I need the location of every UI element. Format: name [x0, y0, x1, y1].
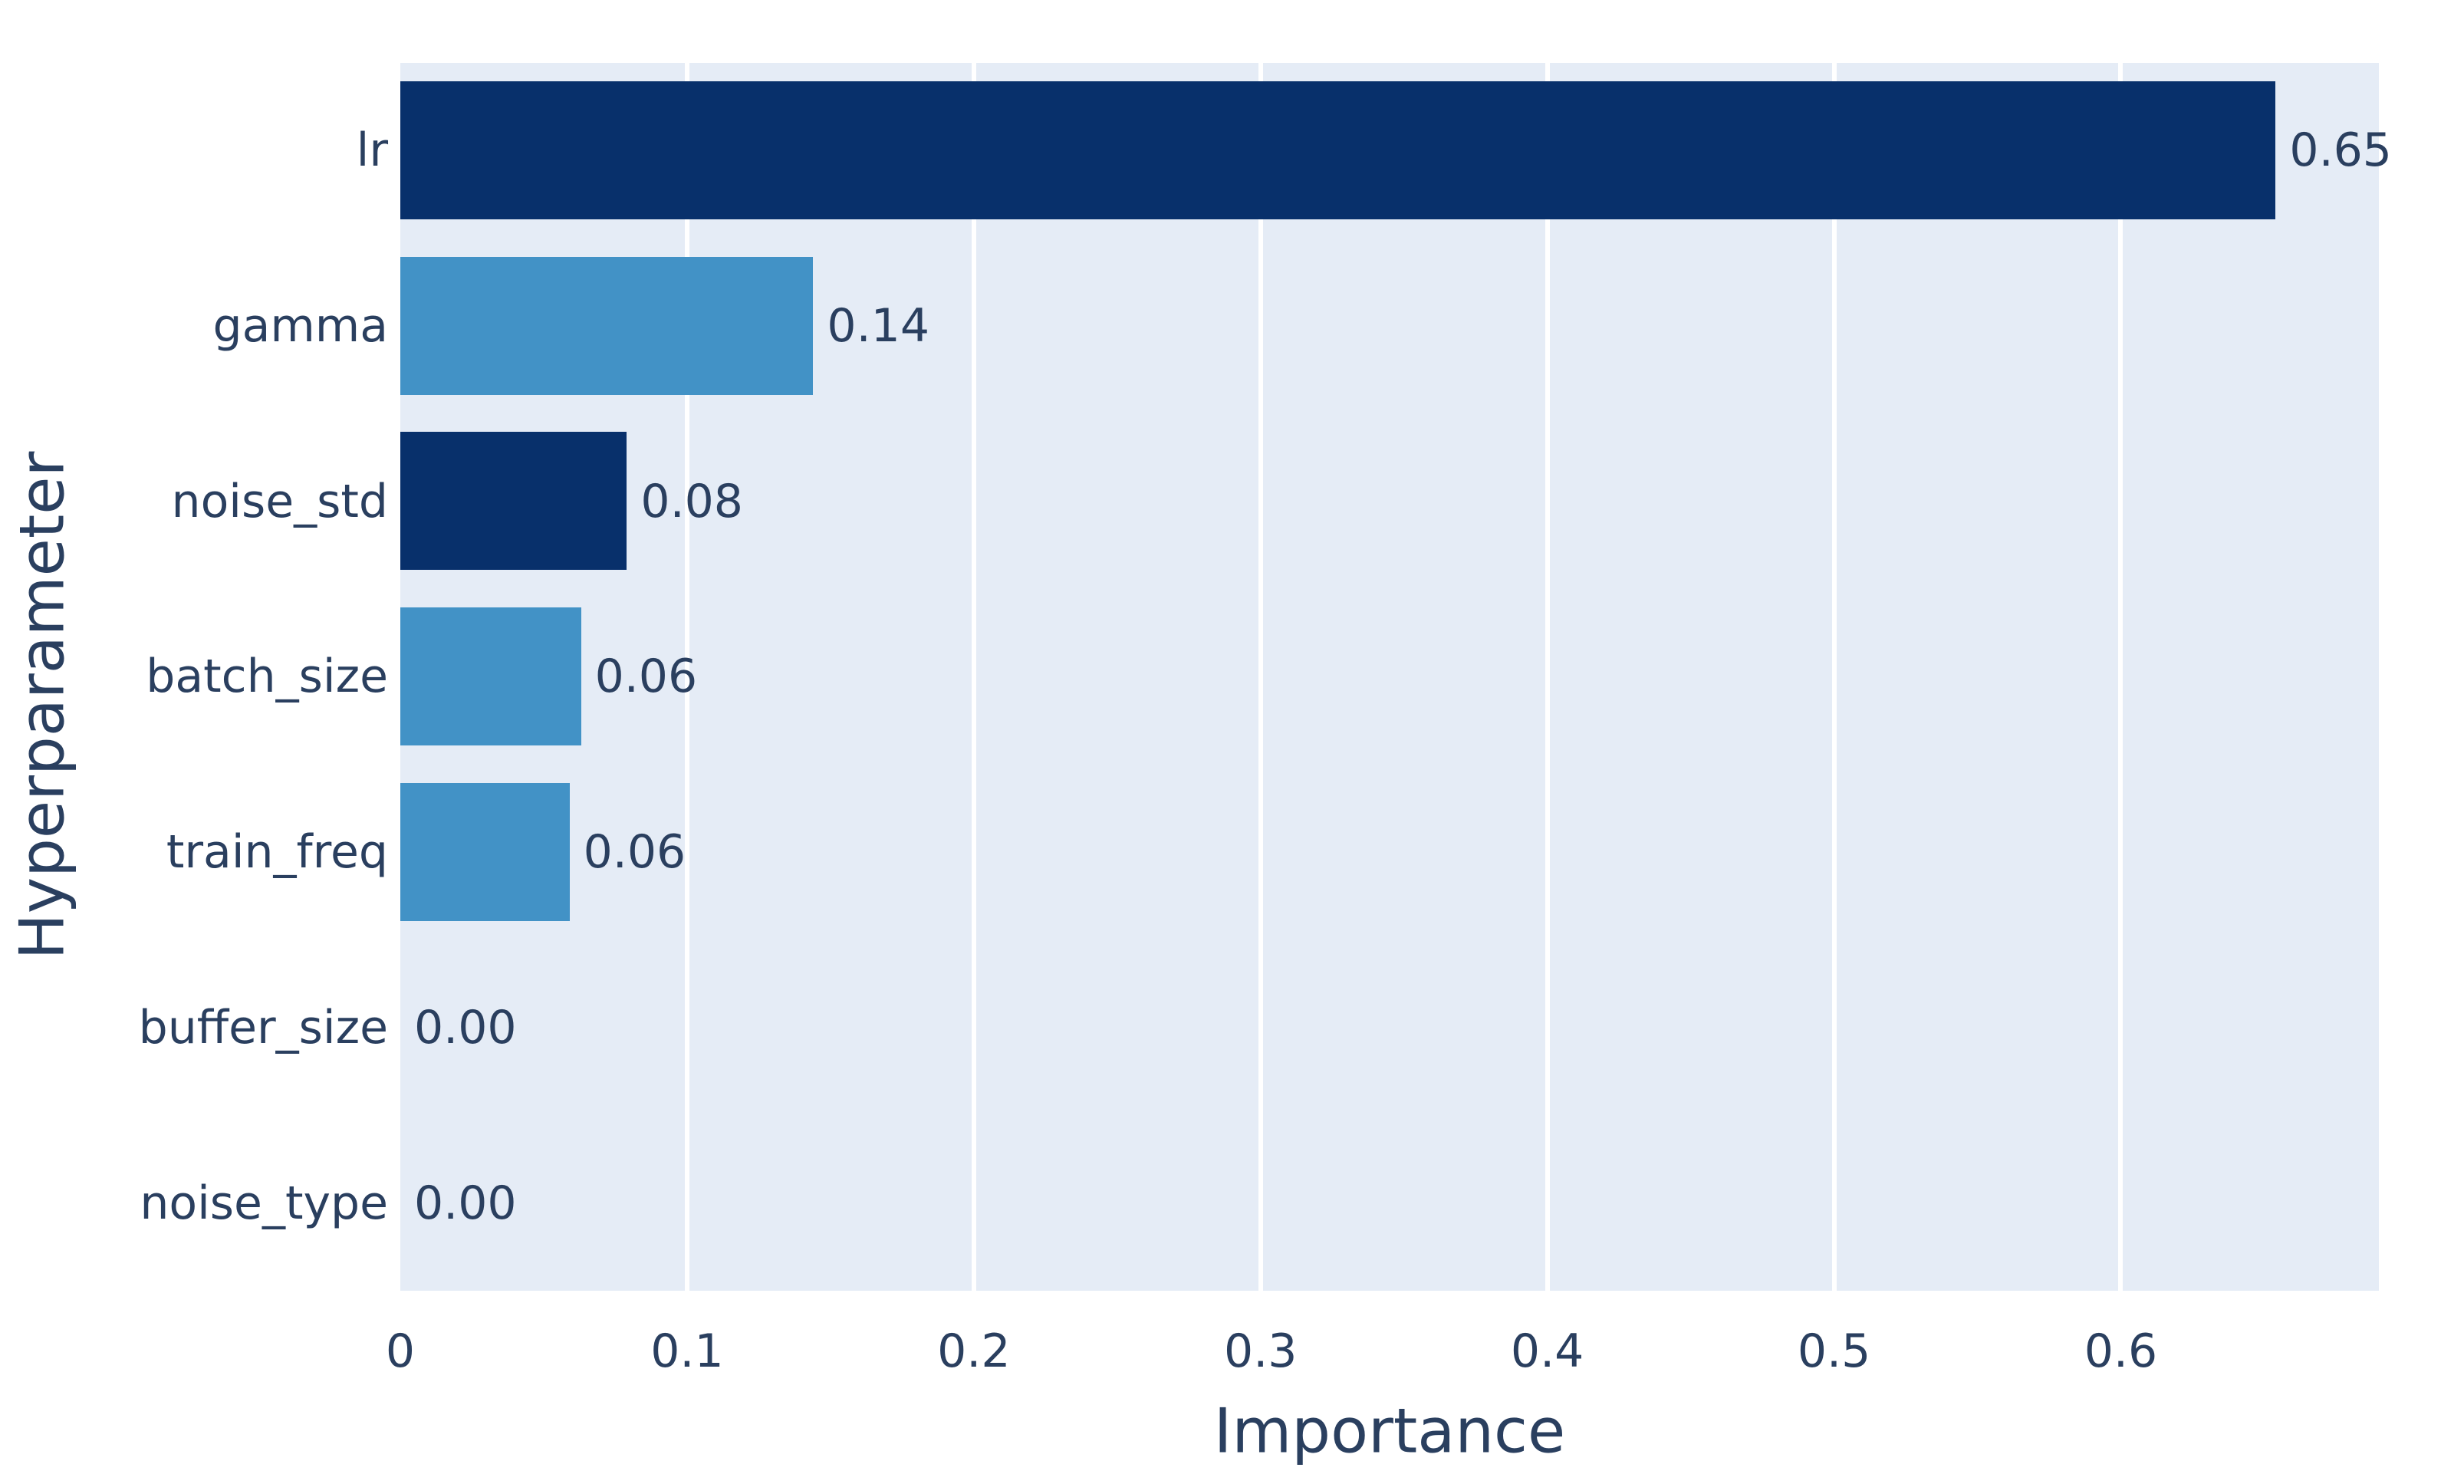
x-axis-title: Importance	[1213, 1395, 1566, 1467]
x-axis-ticks: 0 0.1 0.2 0.3 0.4 0.5 0.6	[386, 1291, 2379, 1383]
bar-row: 0.65	[400, 63, 2392, 239]
bar	[400, 607, 581, 746]
bar	[400, 432, 627, 571]
bar-row: 0.06	[400, 765, 2379, 940]
bar-value-label: 0.00	[414, 1000, 517, 1055]
bar-row: 0.08	[400, 413, 2379, 589]
bar	[400, 256, 814, 395]
bar-value-label: 0.65	[2289, 123, 2392, 178]
bar-row: 0.06	[400, 589, 2379, 765]
category-label: buffer_size	[138, 1000, 388, 1055]
category-label: lr	[356, 123, 388, 178]
gridline	[1545, 63, 1550, 1291]
category-label: noise_type	[140, 1176, 388, 1230]
x-tick-label: 0.2	[937, 1324, 1011, 1378]
bar-value-label: 0.00	[414, 1176, 517, 1230]
bar-row: 0.00	[400, 940, 2379, 1116]
x-tick-label: 0.3	[1224, 1324, 1298, 1378]
gridline	[971, 63, 976, 1291]
category-label: train_freq	[166, 825, 388, 880]
gridline	[684, 63, 689, 1291]
bar-value-label: 0.14	[827, 299, 930, 354]
plot-area: 0.65 0.14 0.08 0.06 0.06 0.00 0.00	[400, 63, 2392, 1291]
bar-value-label: 0.06	[594, 650, 698, 704]
x-tick-label: 0.6	[2084, 1324, 2158, 1378]
gridline	[1831, 63, 1837, 1291]
bar-row: 0.00	[400, 1115, 2379, 1291]
bar-value-label: 0.06	[583, 825, 686, 880]
x-tick-label: 0.1	[650, 1324, 724, 1378]
x-tick-label: 0	[385, 1324, 416, 1378]
x-tick-label: 0.4	[1510, 1324, 1584, 1378]
category-label: noise_std	[171, 474, 388, 528]
category-label: gamma	[212, 299, 388, 354]
gridline	[1258, 63, 1263, 1291]
bar-value-label: 0.08	[640, 474, 743, 528]
category-label: batch_size	[146, 650, 388, 704]
bar-row: 0.14	[400, 239, 2379, 414]
gridline	[2118, 63, 2124, 1291]
bar	[400, 81, 2276, 219]
bar	[400, 782, 570, 921]
x-tick-label: 0.5	[1797, 1324, 1871, 1378]
